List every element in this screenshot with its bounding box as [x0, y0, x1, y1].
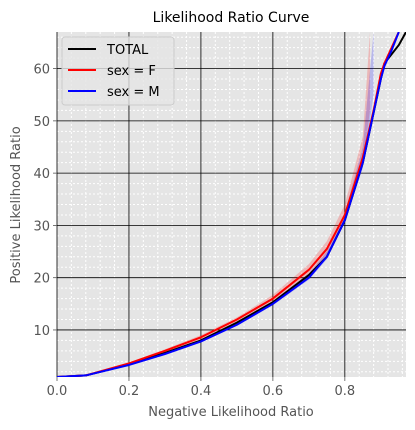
x-tick-label: 0.6	[263, 384, 284, 399]
legend-label: TOTAL	[106, 43, 149, 58]
y-axis-ticks: 10 20 30 40 50 60	[33, 63, 57, 339]
x-axis-ticks: 0.0 0.2 0.4 0.6 0.8	[47, 377, 355, 399]
y-tick-label: 20	[33, 272, 50, 287]
y-axis-label: Positive Likelihood Ratio	[9, 126, 24, 283]
x-axis-label: Negative Likelihood Ratio	[148, 405, 314, 420]
series-line	[57, 32, 400, 377]
legend-label: sex = F	[107, 64, 156, 79]
y-tick-label: 10	[33, 324, 50, 339]
chart-title: Likelihood Ratio Curve	[153, 10, 310, 26]
legend-label: sex = M	[107, 85, 160, 100]
y-tick-label: 60	[33, 63, 50, 78]
y-tick-label: 40	[33, 167, 50, 182]
x-tick-label: 0.4	[191, 384, 212, 399]
x-tick-label: 0.8	[334, 384, 355, 399]
y-tick-label: 50	[33, 115, 50, 130]
y-tick-label: 30	[33, 219, 50, 234]
legend: TOTAL sex = F sex = M	[61, 36, 175, 106]
legend-frame	[61, 36, 175, 106]
series-line	[57, 32, 400, 377]
x-tick-label: 0.2	[119, 384, 140, 399]
x-tick-label: 0.0	[47, 384, 68, 399]
series-lines	[57, 32, 406, 377]
